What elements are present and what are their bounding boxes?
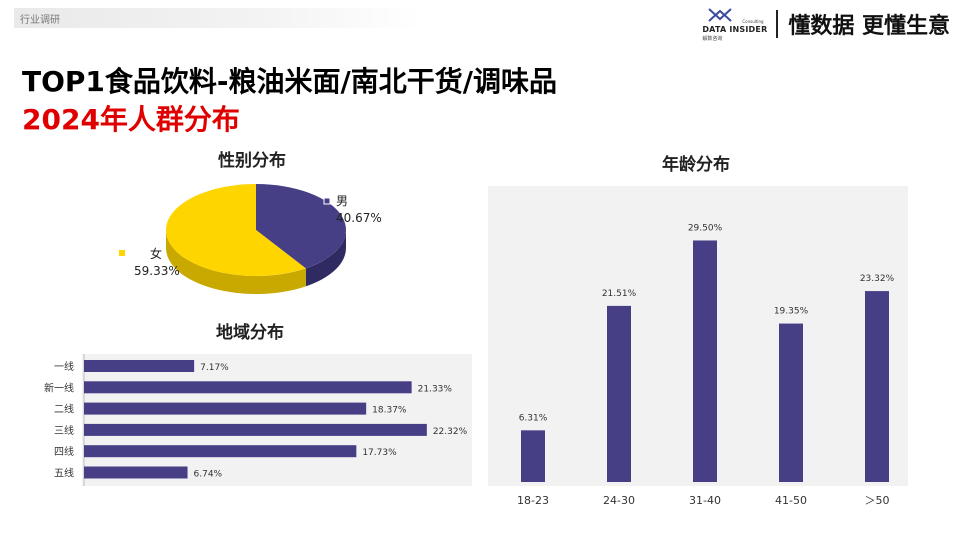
region-bar-chart: 一线 7.17% 新一线 21.33% 二线 18.37% 三线 22.32% 四线 17.73%… bbox=[44, 354, 472, 486]
pie-side-女 bbox=[166, 230, 306, 294]
region-value-label: 22.32% bbox=[433, 427, 468, 437]
data-insider-logo: Consulting DATA INSIDER 解数咨询 bbox=[702, 7, 768, 42]
age-tick-label: ＞50 bbox=[865, 494, 890, 507]
age-bar bbox=[865, 291, 889, 482]
age-value-label: 21.51% bbox=[602, 289, 637, 299]
age-bar bbox=[693, 240, 717, 482]
age-tick-label: 31-40 bbox=[689, 494, 721, 507]
brand-header: Consulting DATA INSIDER 解数咨询 懂数据 更懂生意 bbox=[702, 6, 950, 42]
pie-slice-男 bbox=[256, 184, 347, 269]
region-tick-label: 新一线 bbox=[44, 381, 74, 394]
region-bar bbox=[84, 402, 367, 415]
age-value-label: 19.35% bbox=[774, 307, 809, 317]
region-bar bbox=[84, 360, 195, 372]
pie-value-label: 40.67% bbox=[336, 211, 382, 225]
region-chart-title: 地域分布 bbox=[216, 323, 284, 343]
gender-pie-chart: 男 40.67% 女 59.33% bbox=[119, 184, 382, 294]
age-value-label: 29.50% bbox=[688, 223, 723, 233]
pie-value-label: 59.33% bbox=[134, 264, 180, 278]
age-tick-label: 18-23 bbox=[517, 494, 549, 507]
region-value-label: 21.33% bbox=[418, 384, 453, 394]
pie-slice-女 bbox=[166, 184, 306, 276]
legend-swatch-男 bbox=[323, 197, 331, 205]
region-plot-area bbox=[82, 354, 472, 486]
age-bar-chart: 6.31% 18-23 21.51% 24-30 29.50% 31-40 19.35% 41… bbox=[488, 186, 908, 507]
pie-side-男 bbox=[305, 230, 346, 287]
age-bar bbox=[779, 323, 803, 482]
age-chart-title: 年龄分布 bbox=[662, 155, 730, 175]
age-bar bbox=[521, 430, 545, 482]
brand-slogan: 懂数据 更懂生意 bbox=[788, 14, 950, 39]
logo-sub-text: 解数咨询 bbox=[702, 36, 723, 42]
region-bar bbox=[84, 445, 357, 458]
age-bar bbox=[607, 305, 631, 482]
section-tag: 行业调研 bbox=[20, 15, 60, 26]
region-value-label: 7.17% bbox=[200, 363, 229, 373]
region-bar bbox=[84, 423, 427, 436]
age-tick-label: 41-50 bbox=[775, 494, 807, 507]
region-tick-label: 一线 bbox=[54, 360, 74, 373]
age-value-label: 6.31% bbox=[519, 413, 548, 423]
brand-divider bbox=[776, 10, 779, 38]
age-value-label: 23.32% bbox=[860, 274, 895, 284]
region-value-label: 6.74% bbox=[194, 470, 223, 480]
pie-category-label: 女 bbox=[150, 246, 162, 261]
logo-small-text: Consulting bbox=[742, 19, 764, 24]
age-tick-label: 24-30 bbox=[603, 494, 635, 507]
gender-chart-title: 性别分布 bbox=[218, 151, 286, 171]
page-title: TOP1食品饮料-粮油米面/南北干货/调味品 bbox=[22, 65, 557, 98]
region-bar bbox=[84, 381, 412, 394]
region-value-label: 18.37% bbox=[372, 406, 407, 416]
logo-mark-icon bbox=[708, 8, 733, 22]
region-tick-label: 五线 bbox=[54, 467, 74, 480]
pie-category-label: 男 bbox=[336, 194, 348, 208]
section-tag-bar: 行业调研 bbox=[14, 8, 422, 28]
page-subtitle: 2024年人群分布 bbox=[22, 103, 240, 136]
legend-swatch-女 bbox=[119, 250, 125, 256]
region-value-label: 17.73% bbox=[362, 448, 397, 458]
region-tick-label: 三线 bbox=[54, 424, 74, 437]
region-tick-label: 二线 bbox=[54, 403, 74, 416]
region-tick-label: 四线 bbox=[54, 445, 74, 458]
logo-main-text: DATA INSIDER bbox=[702, 25, 768, 34]
region-bar bbox=[84, 466, 188, 479]
